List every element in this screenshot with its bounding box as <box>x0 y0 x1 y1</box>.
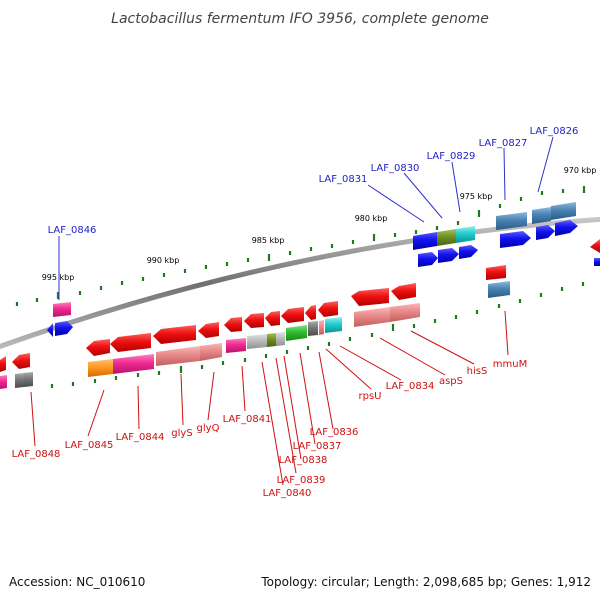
gene-laf0844-arrow[interactable] <box>110 333 151 352</box>
gene-label-laf0841[interactable]: LAF_0841 <box>223 414 272 425</box>
gene-arrow-blue-4[interactable] <box>500 231 531 248</box>
accession-text: Accession: NC_010610 <box>9 575 145 589</box>
gene-laf0836-arrow[interactable] <box>318 301 338 317</box>
gene-label-laf0829[interactable]: LAF_0829 <box>427 151 476 162</box>
scale-label-975: 975 kbp <box>460 192 493 201</box>
scale-ticks-upper <box>15 186 586 306</box>
gene-laf0837-arrow[interactable] <box>305 305 316 320</box>
gene-label-laf0836[interactable]: LAF_0836 <box>310 427 359 438</box>
gene-fragment-edge[interactable] <box>594 258 600 266</box>
gene-laf0836-block[interactable] <box>308 321 318 336</box>
gene-block-grey-a[interactable] <box>15 373 24 388</box>
gene-arrow-blue-2[interactable] <box>438 248 459 263</box>
gene-laf0844-block[interactable] <box>113 354 154 374</box>
gene-arrow-blue-6[interactable] <box>555 220 578 236</box>
gene-label-laf0837[interactable]: LAF_0837 <box>293 441 342 452</box>
gene-arrow-blue-5[interactable] <box>536 225 555 240</box>
gene-label-laf0838[interactable]: LAF_0838 <box>279 455 328 466</box>
gene-laf0838-arrow[interactable] <box>281 307 304 323</box>
gene-label-laf0839[interactable]: LAF_0839 <box>277 475 326 486</box>
gene-label-hiss[interactable]: hisS <box>467 366 488 377</box>
gene-label-laf0827[interactable]: LAF_0827 <box>479 138 528 149</box>
upper-gene-track <box>53 202 576 317</box>
scale-label-995: 995 kbp <box>42 273 75 282</box>
gene-label-laf0834[interactable]: LAF_0834 <box>386 381 435 392</box>
scale-label-985: 985 kbp <box>252 236 285 245</box>
gene-laf0840-arrow[interactable] <box>244 313 264 328</box>
gene-rpsu-arrow[interactable] <box>351 288 389 306</box>
gene-laf0826a[interactable] <box>532 207 551 224</box>
gene-glys-block[interactable] <box>156 346 200 366</box>
gene-label-laf0831[interactable]: LAF_0831 <box>319 174 368 185</box>
map-title: Lactobacillus fermentum IFO 3956, comple… <box>111 11 489 27</box>
gene-label-laf0840[interactable]: LAF_0840 <box>263 488 312 499</box>
genome-summary-text: Topology: circular; Length: 2,098,685 bp… <box>260 575 591 589</box>
gene-laf0839-block[interactable] <box>267 333 276 347</box>
gene-label-glys[interactable]: glyS <box>171 428 192 439</box>
gene-small-salmon-block[interactable] <box>319 320 324 335</box>
gene-laf0831[interactable] <box>413 232 437 250</box>
gene-laf0826b[interactable] <box>551 202 576 220</box>
lower-gene-track-row2 <box>0 281 510 389</box>
gene-glyq-block[interactable] <box>200 343 222 361</box>
gene-label-laf0846[interactable]: LAF_0846 <box>48 225 97 236</box>
gene-arrow-blue-1[interactable] <box>418 252 438 267</box>
gene-laf0830[interactable] <box>437 229 456 246</box>
gene-laf0834-arrow[interactable] <box>391 283 416 300</box>
gene-rpsu-block[interactable] <box>325 317 342 333</box>
gene-arrow-red-b[interactable] <box>19 353 30 369</box>
gene-mmum-block[interactable] <box>488 281 510 298</box>
gene-label-mmum[interactable]: mmuM <box>493 359 527 370</box>
gene-laf0846-fwd[interactable] <box>53 302 71 317</box>
gene-label-laf0848[interactable]: LAF_0848 <box>12 449 61 460</box>
gene-glyq-arrow[interactable] <box>198 322 219 338</box>
gene-block-pink-edge[interactable] <box>0 375 7 389</box>
gene-laf0841-block[interactable] <box>226 338 246 353</box>
gene-hiss-block[interactable] <box>390 303 420 322</box>
lower-label-leaders <box>30 310 509 486</box>
gene-arrow-left-blue[interactable] <box>47 323 53 337</box>
scale-ticks-lower <box>50 282 585 388</box>
gene-laf0827[interactable] <box>496 212 527 230</box>
gene-laf0840-block[interactable] <box>247 334 267 349</box>
gene-laf0841-arrow[interactable] <box>224 317 242 332</box>
gene-laf0845-arrow[interactable] <box>86 339 110 356</box>
scale-label-990: 990 kbp <box>147 256 180 265</box>
gene-glys-arrow[interactable] <box>153 325 196 344</box>
gene-asps-block[interactable] <box>354 307 390 327</box>
gene-arrow-blue-small[interactable] <box>55 321 73 336</box>
upper-gene-track-row2 <box>47 220 600 337</box>
gene-edge-red-left[interactable] <box>0 356 6 372</box>
upper-label-leaders <box>58 136 554 300</box>
scale-label-970: 970 kbp <box>564 166 597 175</box>
gene-laf0837-block[interactable] <box>286 325 307 341</box>
gene-laf0839-arrow[interactable] <box>265 311 280 326</box>
gene-label-laf0830[interactable]: LAF_0830 <box>371 163 420 174</box>
gene-label-laf0845[interactable]: LAF_0845 <box>65 440 114 451</box>
scale-label-980: 980 kbp <box>355 214 388 223</box>
gene-block-grey-b[interactable] <box>24 372 33 387</box>
gene-arrow-red-a[interactable] <box>12 355 19 369</box>
gene-laf0845-block[interactable] <box>88 359 113 377</box>
lower-gene-track-row1 <box>0 265 506 372</box>
gene-label-laf0826[interactable]: LAF_0826 <box>530 126 579 137</box>
gene-mmum-arrow[interactable] <box>486 265 506 280</box>
gene-arrow-red-edge[interactable] <box>590 239 600 253</box>
gene-laf0829[interactable] <box>456 226 475 243</box>
genome-backbone <box>0 216 600 350</box>
gene-label-asps[interactable]: aspS <box>439 376 463 387</box>
gene-arrow-blue-3[interactable] <box>459 245 478 259</box>
gene-laf0838-block[interactable] <box>276 332 285 346</box>
gene-label-rpsu[interactable]: rpsU <box>359 391 382 402</box>
gene-label-laf0844[interactable]: LAF_0844 <box>116 432 165 443</box>
gene-label-glyq[interactable]: glyQ <box>197 423 220 434</box>
